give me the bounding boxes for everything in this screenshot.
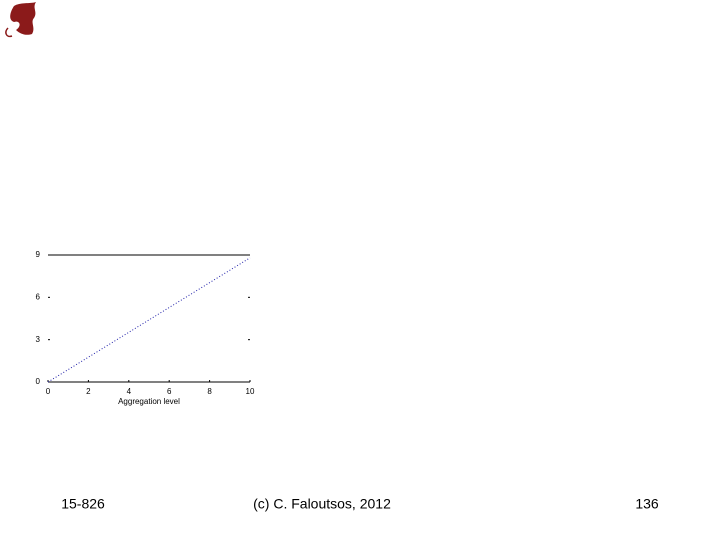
x-tick-label: 8	[207, 387, 212, 396]
x-tick-label: 0	[46, 387, 51, 396]
footer-left: 15-826	[61, 496, 105, 512]
footer-center: (c) C. Faloutsos, 2012	[253, 496, 391, 512]
x-axis-label: Aggregation level	[118, 397, 180, 406]
y-tick-label: 9	[36, 250, 41, 259]
x-tick-label: 2	[86, 387, 91, 396]
y-tick-label: 6	[36, 292, 41, 301]
y-tick-label: 3	[36, 335, 41, 344]
logo	[5, 2, 36, 38]
x-tick-label: 6	[167, 387, 172, 396]
data-line	[47, 257, 251, 383]
x-tick-label: 10	[246, 387, 255, 396]
logo-shape	[10, 2, 36, 35]
x-tick-label: 4	[127, 387, 132, 396]
y-tick-label: 0	[36, 377, 41, 386]
footer-right: 136	[635, 496, 659, 512]
logo-tail	[5, 27, 13, 38]
